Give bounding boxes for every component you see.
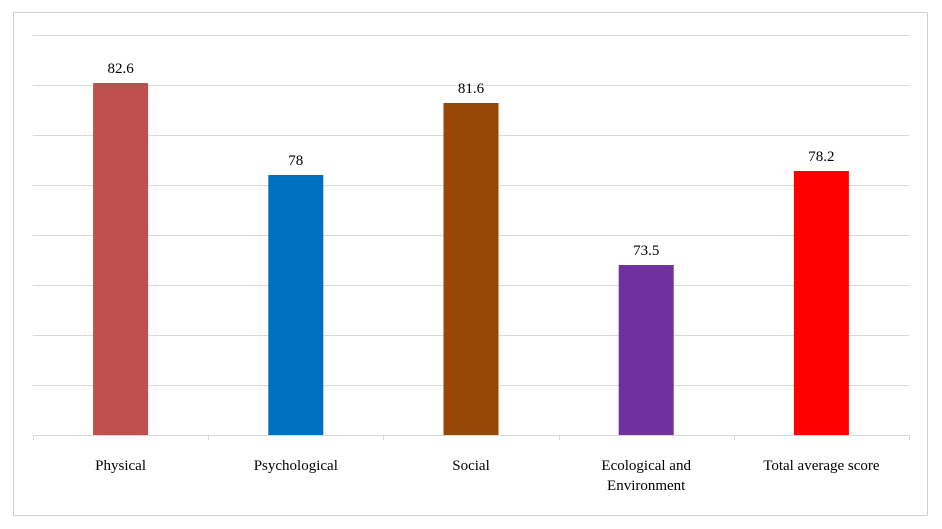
x-axis — [33, 435, 910, 440]
x-tick-label-line: Psychological — [254, 458, 338, 474]
x-tick-label-line: Total average score — [763, 458, 880, 474]
x-tick-label: Ecological and Environment — [601, 458, 691, 494]
data-label: 73.5 — [633, 243, 659, 259]
data-labels: 82.6 78 81.6 73.5 78.2 — [107, 61, 834, 259]
x-tick-label-line: Social — [452, 458, 490, 474]
bar — [268, 175, 324, 435]
data-label: 81.6 — [458, 81, 485, 97]
x-tick-label-line: Environment — [607, 478, 686, 494]
x-tick-labels: Physical Psychological Social Ecological an… — [95, 458, 880, 494]
x-tick-label: Social — [452, 458, 490, 474]
bar — [793, 171, 849, 435]
x-tick-label: Psychological — [254, 458, 338, 474]
bar — [618, 265, 674, 435]
data-label: 82.6 — [107, 61, 134, 77]
bar — [93, 83, 149, 435]
bars — [93, 83, 849, 435]
x-tick-label-line: Physical — [95, 458, 146, 474]
x-tick-label: Total average score — [763, 458, 880, 474]
x-tick-label: Physical — [95, 458, 146, 474]
bar — [443, 103, 499, 435]
x-tick-label-line: Ecological and — [601, 458, 691, 474]
data-label: 78 — [288, 153, 303, 169]
data-label: 78.2 — [808, 149, 834, 165]
